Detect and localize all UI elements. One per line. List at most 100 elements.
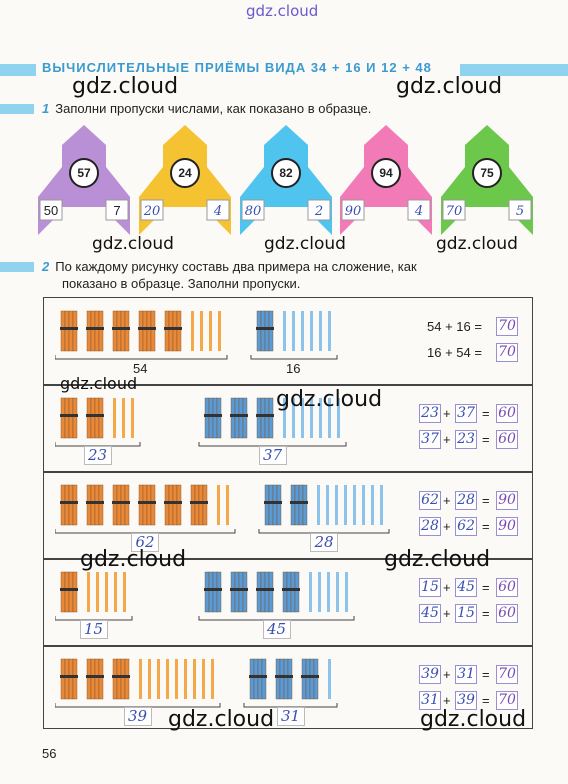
addend-1-box: 31 xyxy=(419,691,441,710)
single-stick xyxy=(380,485,383,525)
rocket-left-number: 70 xyxy=(446,204,463,219)
addend-1-box: 28 xyxy=(419,517,441,536)
rocket-left-box xyxy=(341,199,365,221)
addend-1-box: 45 xyxy=(419,604,441,623)
single-stick xyxy=(87,572,90,612)
group-a-label: 39 xyxy=(123,707,152,726)
single-stick xyxy=(371,485,374,525)
ten-bundle xyxy=(164,310,182,352)
plus-sign: + xyxy=(443,606,451,621)
rocket-top-number: 24 xyxy=(178,166,192,180)
single-stick xyxy=(292,311,295,351)
task2-heading: 2 По каждому рисунку составь два примера … xyxy=(42,258,417,275)
sticks-picture xyxy=(55,310,338,360)
single-stick xyxy=(157,659,160,699)
sum-box: 70 xyxy=(496,343,518,362)
group-b-label: 16 xyxy=(286,361,301,376)
single-stick xyxy=(96,572,99,612)
page-number: 56 xyxy=(42,746,57,761)
plus-sign: + xyxy=(443,580,451,595)
sum-box: 70 xyxy=(496,665,518,684)
title-bar xyxy=(0,60,568,80)
single-stick xyxy=(309,572,312,612)
brace xyxy=(55,355,228,360)
ten-bundle xyxy=(264,484,282,526)
plus-sign: + xyxy=(443,693,451,708)
equation-text: 16 + 54 = xyxy=(427,345,482,360)
ten-bundle xyxy=(112,484,130,526)
single-stick xyxy=(310,398,313,438)
page-title: ВЫЧИСЛИТЕЛЬНЫЕ ПРИЁМЫ ВИДА 34 + 16 И 12 … xyxy=(42,60,432,75)
watermark: gdz.cloud xyxy=(276,387,383,412)
watermark: gdz.cloud xyxy=(420,707,527,732)
single-stick xyxy=(319,311,322,351)
equals-sign: = xyxy=(482,519,490,534)
brace xyxy=(250,355,338,360)
exercise-frame xyxy=(43,297,533,729)
single-stick xyxy=(200,311,203,351)
single-stick xyxy=(353,485,356,525)
watermark: gdz.cloud xyxy=(80,547,187,572)
title-stripe-left xyxy=(0,64,36,76)
rocket-right-box xyxy=(508,199,532,221)
watermark: gdz.cloud xyxy=(168,707,275,732)
rocket-top-circle xyxy=(371,158,401,188)
task1-text: Заполни пропуски числами, как показано в… xyxy=(55,101,372,116)
plus-sign: + xyxy=(443,432,451,447)
rocket-top-number: 57 xyxy=(77,166,91,180)
ten-bundle xyxy=(60,658,78,700)
single-stick xyxy=(191,311,194,351)
single-stick xyxy=(166,659,169,699)
rocket: 24 20 4 xyxy=(139,125,231,235)
rocket: 94 90 4 xyxy=(340,125,432,235)
single-stick xyxy=(337,398,340,438)
rocket-right-number: 2 xyxy=(314,204,323,219)
rocket-left-box xyxy=(39,199,63,221)
single-stick xyxy=(318,572,321,612)
watermark: gdz.cloud xyxy=(92,234,174,254)
equals-sign: = xyxy=(482,406,490,421)
single-stick xyxy=(283,398,286,438)
ten-bundle xyxy=(138,310,156,352)
ten-bundle xyxy=(256,310,274,352)
ten-bundle xyxy=(112,310,130,352)
rocket-right-number: 7 xyxy=(113,203,120,218)
single-stick xyxy=(336,572,339,612)
plus-sign: + xyxy=(443,493,451,508)
single-stick xyxy=(335,485,338,525)
ten-bundle xyxy=(60,310,78,352)
equals-sign: = xyxy=(482,580,490,595)
single-stick xyxy=(114,572,117,612)
rocket-left-box xyxy=(241,199,265,221)
rocket-right-box xyxy=(407,199,431,221)
single-stick xyxy=(328,659,331,699)
single-stick xyxy=(209,311,212,351)
sum-box: 90 xyxy=(496,491,518,510)
single-stick xyxy=(310,311,313,351)
single-stick xyxy=(326,485,329,525)
addend-2-box: 37 xyxy=(455,404,477,423)
addend-2-box: 23 xyxy=(455,430,477,449)
rocket-top-circle xyxy=(271,158,301,188)
task2-line1: По каждому рисунку составь два примера н… xyxy=(55,259,417,274)
watermark: gdz.cloud xyxy=(396,74,503,99)
rocket-top-number: 94 xyxy=(379,166,393,180)
rocket-left-number: 20 xyxy=(143,204,161,219)
group-a-label: 15 xyxy=(79,620,108,639)
ten-bundle xyxy=(60,397,78,439)
watermark: gdz.cloud xyxy=(436,234,518,254)
single-stick xyxy=(301,398,304,438)
single-stick xyxy=(139,659,142,699)
ten-bundle xyxy=(204,397,222,439)
rocket-left-box xyxy=(140,199,164,221)
watermark: gdz.cloud xyxy=(264,234,346,254)
rocket-left-box xyxy=(442,199,466,221)
single-stick xyxy=(283,311,286,351)
rocket-right-box xyxy=(105,199,129,221)
ten-bundle xyxy=(290,484,308,526)
ten-bundle xyxy=(60,571,78,613)
ten-bundle xyxy=(138,484,156,526)
single-stick xyxy=(105,572,108,612)
row-separator xyxy=(43,471,533,473)
equals-sign: = xyxy=(482,606,490,621)
